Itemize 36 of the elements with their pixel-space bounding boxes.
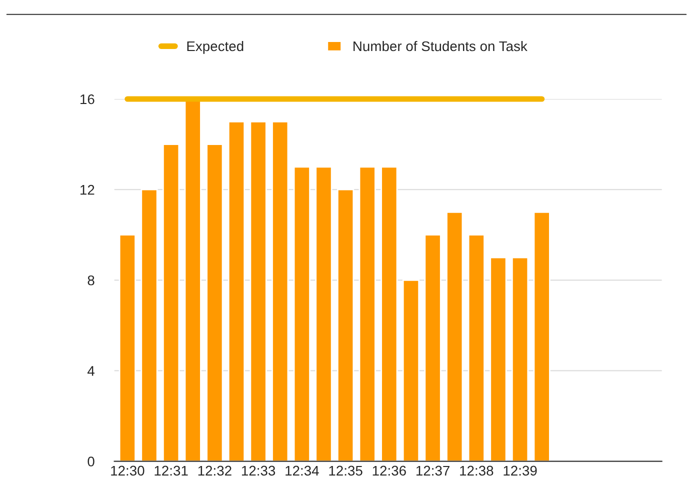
x-tick-label: 12:37 (416, 466, 450, 476)
x-tick-label: 12:32 (198, 466, 232, 476)
x-tick-label: 12:39 (504, 466, 537, 476)
x-tick-label: 12:35 (329, 466, 362, 476)
x-tick-label: 12:30 (111, 466, 144, 476)
bar (424, 234, 442, 462)
bar (533, 212, 550, 462)
y-tick-label: 4 (87, 366, 94, 376)
bar (293, 166, 310, 462)
bar (272, 120, 289, 462)
bar (250, 120, 267, 462)
bar (511, 256, 529, 462)
legend-label: Number of Students on Task (354, 40, 528, 52)
bar (162, 144, 180, 462)
bar (380, 166, 398, 462)
bar (228, 120, 246, 462)
bar (315, 166, 332, 462)
x-tick-label: 12:31 (154, 466, 188, 476)
bar (468, 234, 485, 462)
x-tick-label: 12:33 (242, 466, 276, 476)
bar (446, 212, 464, 462)
y-tick-label: 8 (88, 275, 94, 286)
x-tick-label: 12:34 (286, 466, 319, 476)
x-tick-label: 12:36 (372, 466, 406, 476)
legend-label: Expected (187, 40, 244, 54)
bar (118, 234, 136, 462)
bar (140, 188, 158, 462)
bar (358, 166, 376, 462)
y-tick-label: 0 (88, 456, 94, 466)
bar (206, 144, 224, 462)
x-tick-label: 12:38 (460, 466, 494, 476)
bar (337, 188, 354, 462)
bar (490, 256, 507, 462)
y-tick-label: 12 (80, 184, 94, 195)
y-tick-label: 16 (80, 94, 94, 104)
bar (402, 279, 420, 462)
